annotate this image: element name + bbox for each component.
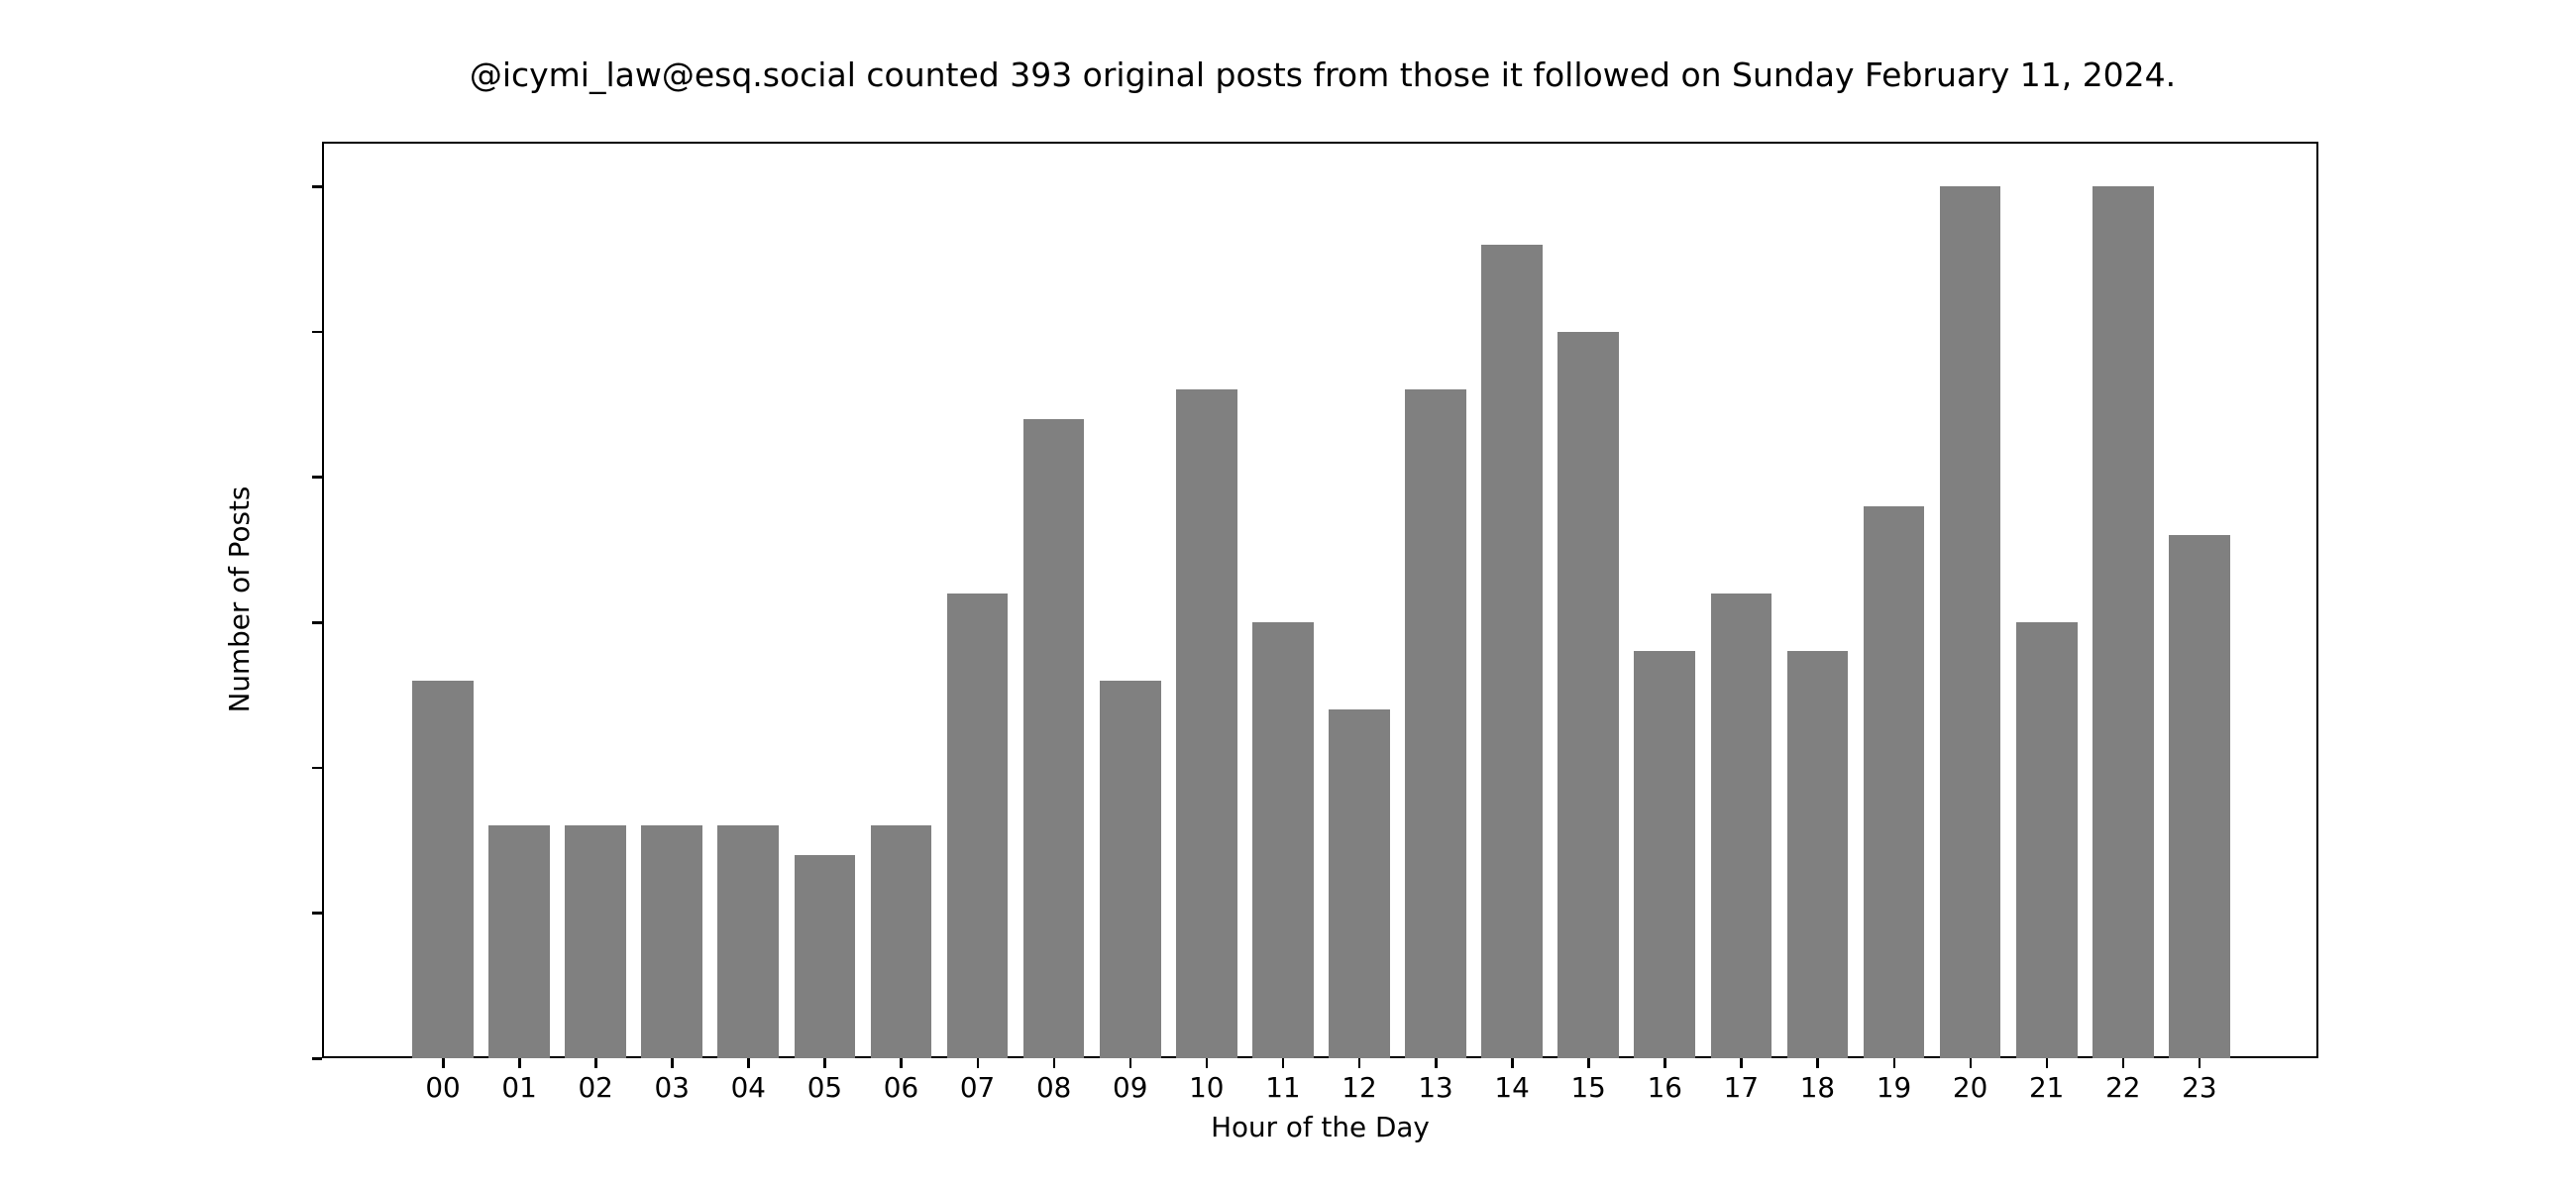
- x-tick-label: 20: [1952, 1071, 1988, 1104]
- x-tick-mark: [1892, 1058, 1896, 1068]
- bar-hour-23: [2169, 535, 2230, 1058]
- y-tick-mark: [312, 621, 322, 624]
- y-tick-mark: [312, 330, 322, 334]
- x-tick-mark: [1205, 1058, 1209, 1068]
- bar-hour-03: [641, 825, 703, 1058]
- x-tick-label: 23: [2182, 1071, 2217, 1104]
- x-tick-mark: [2198, 1058, 2201, 1068]
- x-tick-label: 08: [1035, 1071, 1072, 1104]
- y-tick-mark: [312, 185, 322, 188]
- x-tick-label: 02: [578, 1071, 613, 1104]
- x-tick-mark: [2045, 1058, 2049, 1068]
- x-tick-label: 05: [806, 1071, 843, 1104]
- x-tick-label: 14: [1494, 1071, 1530, 1104]
- x-tick-label: 01: [501, 1071, 537, 1104]
- x-tick-mark: [594, 1058, 597, 1068]
- bar-hour-09: [1099, 680, 1161, 1058]
- x-tick-label: 04: [730, 1071, 766, 1104]
- chart-title: @icymi_law@esq.social counted 393 origin…: [469, 55, 2177, 94]
- bar-hour-19: [1863, 505, 1925, 1058]
- x-tick-label: 19: [1876, 1071, 1912, 1104]
- bar-hour-22: [2092, 186, 2154, 1058]
- x-tick-mark: [1052, 1058, 1056, 1068]
- bar-hour-06: [870, 825, 932, 1058]
- x-tick-label: 22: [2105, 1071, 2141, 1104]
- x-tick-mark: [671, 1058, 674, 1068]
- x-tick-label: 16: [1647, 1071, 1682, 1104]
- x-tick-mark: [823, 1058, 826, 1068]
- x-tick-mark: [1664, 1058, 1666, 1068]
- y-tick-mark: [312, 766, 322, 770]
- x-tick-label: 21: [2028, 1071, 2065, 1104]
- plot-area: [322, 142, 2318, 1058]
- y-tick-mark: [312, 476, 322, 479]
- bar-hour-10: [1175, 389, 1237, 1058]
- bar-hour-20: [1939, 186, 2001, 1058]
- x-tick-mark: [1969, 1058, 1973, 1068]
- bars-layer: [322, 142, 2318, 1058]
- x-tick-label: 00: [425, 1071, 461, 1104]
- bar-hour-00: [412, 680, 474, 1058]
- x-tick-label: 12: [1342, 1071, 1377, 1104]
- x-tick-mark: [1587, 1058, 1590, 1068]
- bar-hour-02: [565, 825, 626, 1058]
- bar-hour-11: [1252, 622, 1314, 1058]
- bar-hour-08: [1022, 418, 1085, 1058]
- bar-hour-04: [717, 825, 780, 1058]
- x-tick-mark: [2121, 1058, 2125, 1068]
- x-tick-mark: [976, 1058, 980, 1068]
- bar-hour-16: [1634, 651, 1696, 1058]
- x-tick-mark: [1281, 1058, 1285, 1068]
- x-tick-label: 15: [1570, 1071, 1606, 1104]
- x-tick-mark: [442, 1058, 445, 1068]
- bar-hour-05: [794, 854, 856, 1058]
- x-axis-label: Hour of the Day: [1211, 1111, 1430, 1143]
- x-tick-label: 03: [654, 1071, 690, 1104]
- bar-hour-12: [1329, 709, 1390, 1058]
- x-tick-mark: [1816, 1058, 1819, 1068]
- x-tick-label: 07: [959, 1071, 996, 1104]
- bar-hour-14: [1481, 244, 1543, 1058]
- x-tick-mark: [518, 1058, 521, 1068]
- bar-hour-21: [2015, 622, 2078, 1058]
- x-tick-label: 09: [1113, 1071, 1148, 1104]
- bar-hour-17: [1710, 593, 1772, 1058]
- bar-hour-15: [1557, 331, 1620, 1058]
- bar-hour-07: [946, 593, 1009, 1058]
- x-tick-mark: [1435, 1058, 1438, 1068]
- x-tick-label: 18: [1799, 1071, 1836, 1104]
- x-tick-mark: [900, 1058, 903, 1068]
- x-tick-label: 06: [883, 1071, 919, 1104]
- y-axis-label: Number of Posts: [223, 486, 256, 713]
- x-tick-mark: [1357, 1058, 1361, 1068]
- x-tick-mark: [1740, 1058, 1743, 1068]
- bar-hour-13: [1405, 389, 1466, 1058]
- x-tick-label: 17: [1723, 1071, 1760, 1104]
- x-tick-mark: [747, 1058, 750, 1068]
- bar-hour-01: [488, 825, 550, 1058]
- x-tick-mark: [1511, 1058, 1514, 1068]
- x-tick-mark: [1128, 1058, 1132, 1068]
- y-tick-mark: [312, 912, 322, 915]
- x-tick-label: 10: [1189, 1071, 1225, 1104]
- x-tick-label: 11: [1265, 1071, 1301, 1104]
- bar-hour-18: [1786, 651, 1849, 1058]
- y-tick-mark: [312, 1057, 322, 1060]
- x-tick-label: 13: [1418, 1071, 1453, 1104]
